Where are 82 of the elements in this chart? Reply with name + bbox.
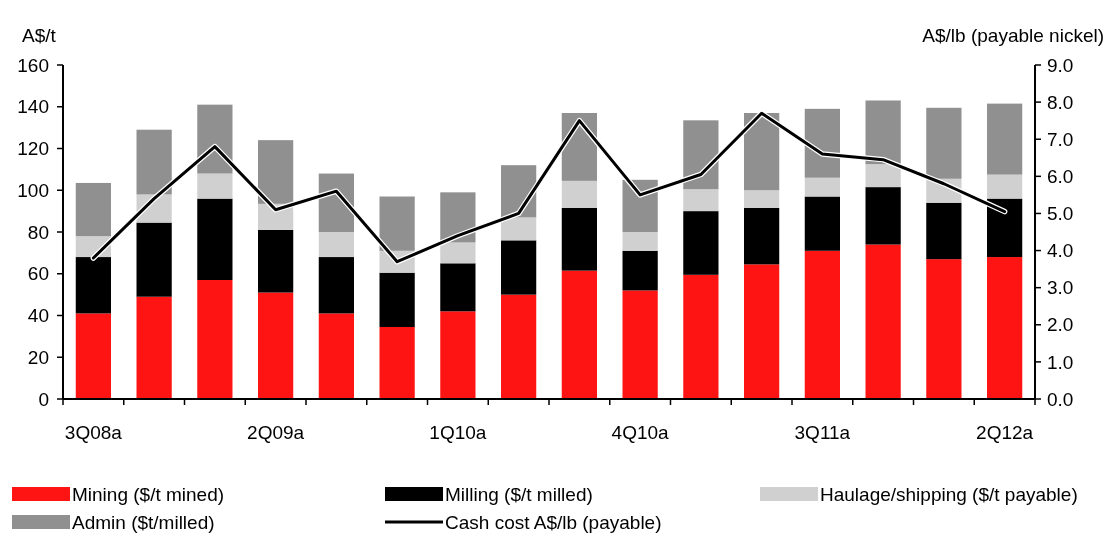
y-tick-label: 20 [27,346,49,368]
bar [501,217,537,241]
bar [926,259,962,399]
bar [318,313,354,399]
bar [683,189,719,212]
bar [804,196,840,251]
y2-tick-label: 7.0 [1047,128,1074,150]
bar [804,250,840,399]
y-tick-label: 100 [17,179,49,201]
bar [197,280,233,399]
bar [501,240,537,295]
bar [258,140,294,204]
y-tick-label: 40 [27,305,49,327]
bar [865,187,901,245]
bar [440,311,476,399]
bar [136,222,172,297]
bar [926,107,962,179]
x-tick-label: 1Q10a [429,422,487,443]
x-tick-label: 2Q09a [247,422,305,443]
x-tick-label: 2Q12a [976,422,1034,443]
bar [440,242,476,264]
bar [561,207,597,271]
bar [987,174,1023,199]
y2-tick-label: 2.0 [1047,314,1074,336]
bar [136,296,172,399]
y2-tick-label: 6.0 [1047,165,1074,187]
legend-label: Cash cost A$/lb (payable) [445,512,662,533]
y2-tick-label: 1.0 [1047,351,1074,373]
y-tick-label: 140 [17,96,49,118]
y2-tick-label: 8.0 [1047,91,1074,113]
legend-label: Haulage/shipping ($/t payable) [820,484,1078,505]
bar [379,326,415,399]
bar [501,294,537,399]
bar [561,270,597,399]
y2-tick-label: 4.0 [1047,240,1074,262]
bar [561,180,597,208]
y-tick-label: 80 [27,221,49,243]
legend-label: Milling ($/t milled) [445,484,593,505]
y2-tick-label: 9.0 [1047,54,1074,76]
bar [804,108,840,178]
legend-label: Mining ($/t mined) [72,484,225,505]
bar [379,196,415,251]
bar [258,292,294,399]
bar [318,257,354,314]
y-axis-title: A$/t [22,25,57,46]
bar [926,202,962,260]
bar [622,290,658,399]
y-tick-label: 0 [38,388,49,410]
legend-label: Admin ($t/milled) [72,512,215,533]
bar [197,173,233,199]
bar [318,232,354,258]
bar [622,250,658,291]
y2-tick-label: 5.0 [1047,203,1074,225]
bar [804,177,840,197]
bar [865,164,901,188]
bar [379,272,415,327]
y-tick-label: 160 [17,54,49,76]
bar [75,313,111,399]
bar [683,211,719,275]
bar [622,232,658,251]
y2-tick-label: 0.0 [1047,388,1074,410]
bar [744,207,780,265]
y2-tick-label: 3.0 [1047,277,1074,299]
bar [440,263,476,312]
bar [987,257,1023,399]
bar [258,229,294,293]
bar [744,113,780,191]
bar [744,264,780,399]
bar [683,274,719,399]
bar [865,100,901,165]
bar [197,198,233,281]
x-tick-label: 3Q08a [64,422,123,443]
x-tick-label: 3Q11a [794,422,851,443]
bar [865,244,901,399]
y2-axis-title: A$/lb (payable nickel) [922,25,1104,46]
y-tick-label: 120 [17,138,49,160]
bar [75,182,111,237]
x-tick-label: 4Q10a [611,422,670,443]
bar [744,190,780,208]
bar [136,129,172,195]
bar [987,103,1023,175]
y-tick-label: 60 [27,263,49,285]
